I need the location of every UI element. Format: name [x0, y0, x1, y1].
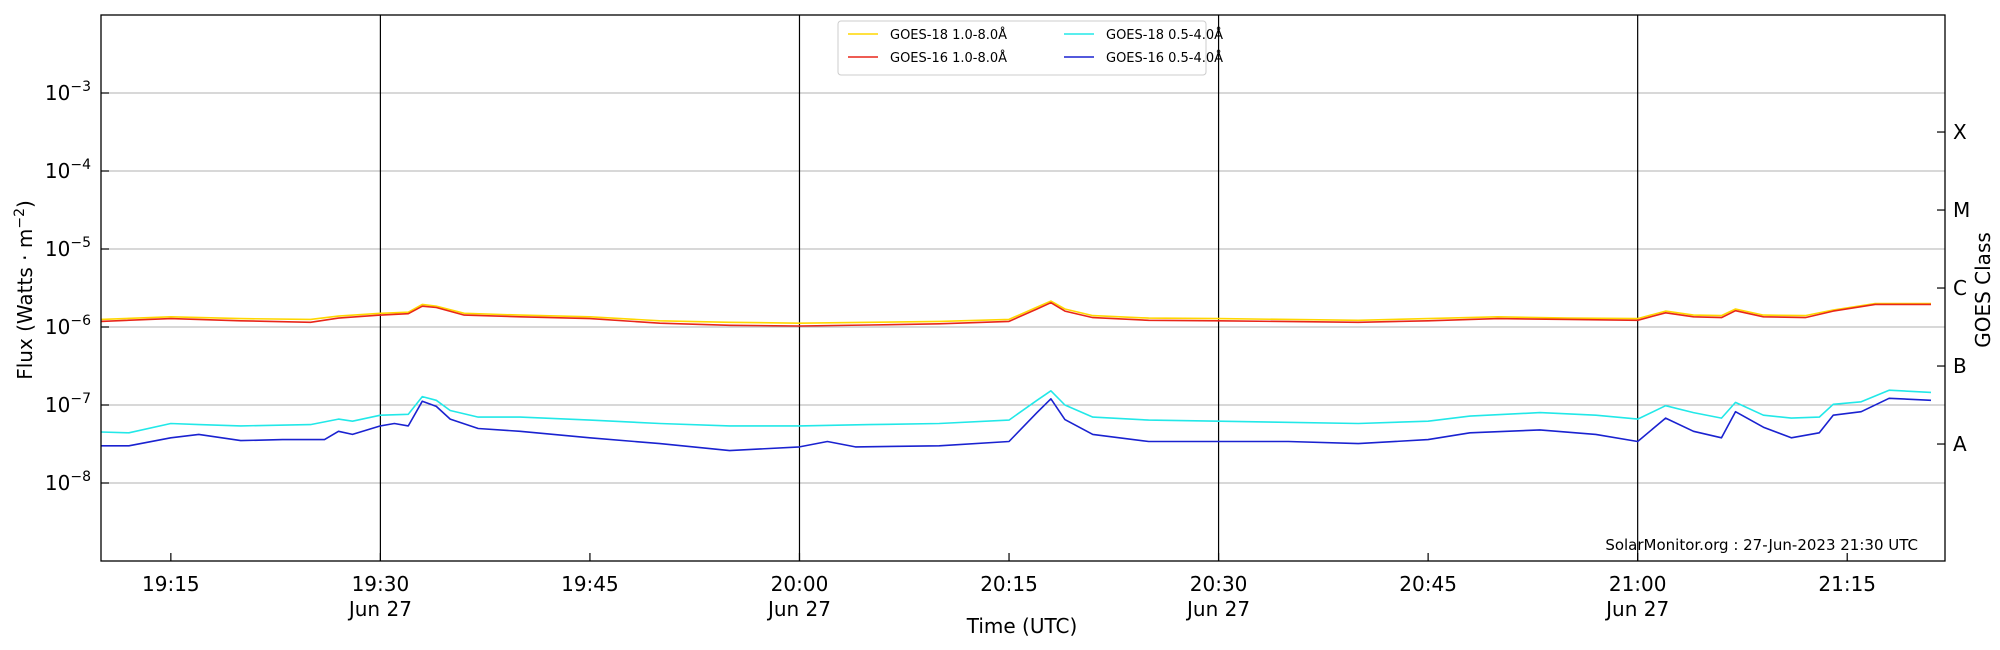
goes-class-X: X [1953, 120, 1967, 144]
legend-label-3: GOES-16 0.5-4.0Å [1106, 50, 1223, 66]
x-tick-label-3: 20:00 [771, 572, 829, 596]
y-tick-label-0: 10−8 [45, 469, 91, 495]
x-tick-label-2: 19:45 [561, 572, 619, 596]
x-tick-date-1: Jun 27 [347, 597, 412, 621]
y-axis-title: Flux (Watts · m−2) [12, 200, 37, 380]
y-tick-base: 10 [45, 393, 70, 417]
legend-label-1: GOES-16 1.0-8.0Å [890, 50, 1007, 66]
goes-class-C: C [1953, 276, 1967, 300]
y-tick-label-3: 10−5 [45, 235, 91, 261]
y-tick-label-1: 10−7 [45, 391, 91, 417]
series-line-1 [100, 301, 1931, 327]
y-tick-base: 10 [45, 315, 70, 339]
y-axis-ticks: 10−810−710−610−510−410−3 [45, 79, 109, 495]
legend-box [837, 20, 1207, 76]
y-tick-base: 10 [45, 81, 70, 105]
y-tick-exponent: −6 [70, 313, 91, 329]
y-tick-exponent: −4 [70, 157, 91, 173]
series-layer [100, 300, 1932, 452]
y-tick-label-4: 10−4 [45, 157, 91, 183]
y-tick-exponent: −8 [70, 469, 91, 485]
goes-class-B: B [1953, 354, 1967, 378]
x-tick-label-6: 20:45 [1399, 572, 1457, 596]
y-axis-title-sup: −2 [12, 208, 28, 229]
y-tick-exponent: −7 [70, 391, 91, 407]
legend-label-0: GOES-18 1.0-8.0Å [890, 27, 1007, 43]
y-tick-base: 10 [45, 471, 70, 495]
series-line-2 [100, 389, 1932, 434]
credit-text: SolarMonitor.org : 27-Jun-2023 21:30 UTC [1605, 536, 1918, 554]
x-tick-label-8: 21:15 [1818, 572, 1876, 596]
y-axis-title-main: Flux (Watts · m [13, 229, 37, 380]
series-line-3 [101, 397, 1932, 452]
y-tick-base: 10 [45, 159, 70, 183]
y-tick-exponent: −3 [70, 79, 91, 95]
legend-label-2: GOES-18 0.5-4.0Å [1106, 27, 1223, 43]
y-tick-base: 10 [45, 237, 70, 261]
x-tick-date-7: Jun 27 [1604, 597, 1669, 621]
legend: GOES-18 1.0-8.0Å GOES-16 1.0-8.0Å GOES-18 … [837, 20, 1223, 76]
goes-class-A: A [1953, 432, 1967, 456]
x-tick-label-4: 20:15 [980, 572, 1038, 596]
series-line-0 [100, 300, 1931, 325]
x-tick-label-1: 19:30 [352, 572, 410, 596]
x-tick-label-7: 21:00 [1609, 572, 1667, 596]
y-tick-exponent: −5 [70, 235, 91, 251]
goes-class-M: M [1953, 198, 1970, 222]
y-tick-label-5: 10−3 [45, 79, 91, 105]
vline-layer [379, 15, 1639, 561]
y-tick-label-2: 10−6 [45, 313, 91, 339]
x-tick-date-5: Jun 27 [1185, 597, 1250, 621]
goes-class-labels: A B C M X [1937, 120, 1970, 456]
right-axis-title: GOES Class [1971, 232, 1995, 348]
x-tick-date-3: Jun 27 [766, 597, 831, 621]
y-axis-title-close: ) [13, 200, 37, 208]
legend-entries: GOES-18 1.0-8.0Å GOES-16 1.0-8.0Å GOES-18 … [848, 27, 1223, 66]
x-axis-title: Time (UTC) [966, 614, 1078, 638]
x-tick-label-5: 20:30 [1190, 572, 1248, 596]
x-tick-label-0: 19:15 [142, 572, 200, 596]
plot-background [101, 15, 1945, 561]
